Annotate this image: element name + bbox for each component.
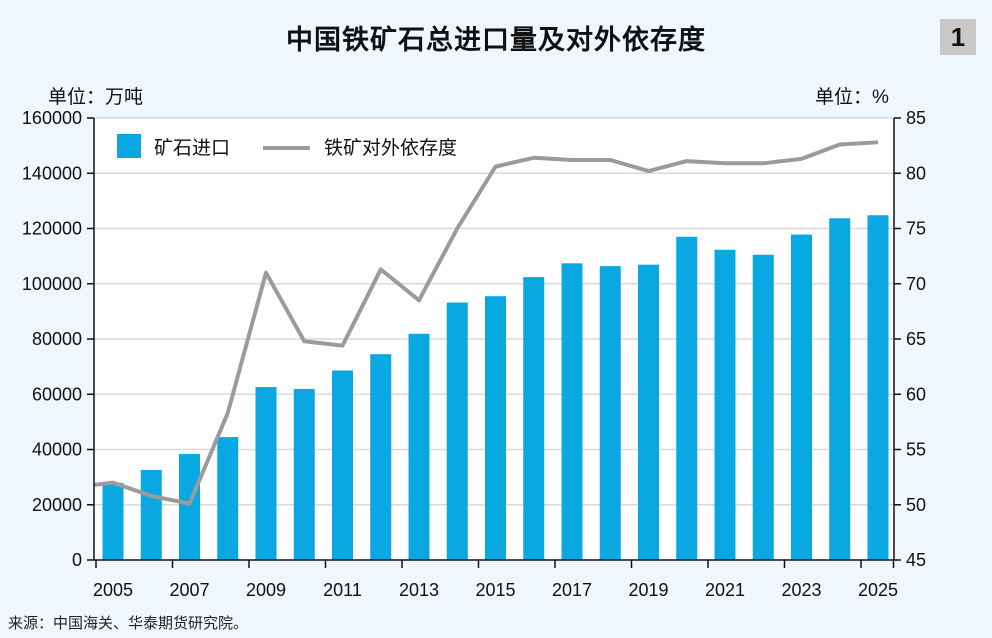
bar <box>140 469 162 560</box>
bar <box>370 354 392 560</box>
right-axis-unit-label: 单位：% <box>815 87 889 108</box>
x-axis-tick-label: 2005 <box>93 580 133 600</box>
bar <box>485 296 506 560</box>
left-axis-tick-label: 40000 <box>32 440 82 460</box>
bar <box>293 389 315 560</box>
bar <box>676 236 698 560</box>
left-axis-tick-label: 0 <box>72 550 82 570</box>
right-axis-tick-label: 85 <box>906 108 926 128</box>
legend-bar-label: 矿石进口 <box>154 137 230 159</box>
axes: 0 20000 40000 60000 80000 100000 120000 140000 1… <box>22 108 926 600</box>
x-axis-tick-label: 2019 <box>628 580 668 600</box>
bar <box>791 234 812 560</box>
x-axis-tick-label: 2013 <box>399 580 439 600</box>
bar <box>867 215 889 561</box>
bar <box>714 249 736 561</box>
bar <box>179 453 200 560</box>
figure-number-badge: 1 <box>940 19 976 55</box>
right-axis-tick-label: 50 <box>906 495 926 515</box>
left-axis-tick-label: 20000 <box>32 495 82 515</box>
right-axis-tick-label: 65 <box>906 329 926 349</box>
left-axis-tick-label: 160000 <box>22 108 82 128</box>
bar <box>408 333 430 560</box>
chart-title: 中国铁矿石总进口量及对外依存度 <box>286 25 706 55</box>
bar <box>561 263 583 560</box>
source-note: 来源：中国海关、华泰期货研究院。 <box>8 614 249 632</box>
bar-series <box>102 215 889 561</box>
right-axis-tick-label: 75 <box>906 219 926 239</box>
x-axis-tick-label: 2009 <box>246 580 286 600</box>
left-axis-tick-label: 60000 <box>32 384 82 404</box>
bar <box>523 277 545 560</box>
legend-bar-swatch <box>117 134 141 158</box>
x-axis-tick-label: 2023 <box>781 580 821 600</box>
right-axis-tick-label: 55 <box>906 440 926 460</box>
right-axis-tick-label: 45 <box>906 550 926 570</box>
x-axis-tick-label: 2017 <box>552 580 592 600</box>
bar <box>217 437 239 560</box>
bar <box>752 254 774 560</box>
bar <box>599 266 621 560</box>
bar <box>332 370 353 560</box>
x-axis-tick-label: 2007 <box>169 580 209 600</box>
left-axis-tick-label: 120000 <box>22 219 82 239</box>
left-axis-tick-label: 100000 <box>22 274 82 294</box>
bar <box>638 264 659 560</box>
legend-line-label: 铁矿对外依存度 <box>324 137 457 159</box>
x-axis-tick-label: 2015 <box>475 580 515 600</box>
line-series <box>93 140 879 506</box>
x-axis-tick-label: 2025 <box>858 580 898 600</box>
right-axis-tick-label: 80 <box>906 163 926 183</box>
right-axis-tick-label: 70 <box>906 274 926 294</box>
left-axis-unit-label: 单位：万吨 <box>48 87 144 108</box>
bar <box>446 302 468 560</box>
right-axis-tick-label: 60 <box>906 384 926 404</box>
dependency-line <box>93 140 879 506</box>
bar <box>102 482 124 560</box>
legend: 矿石进口 铁矿对外依存度 <box>117 134 457 159</box>
bar <box>255 387 277 560</box>
x-axis-tick-label: 2021 <box>705 580 745 600</box>
left-axis-tick-label: 140000 <box>22 163 82 183</box>
x-axis-tick-label: 2011 <box>323 580 362 600</box>
bar <box>829 218 851 560</box>
left-axis-tick-label: 80000 <box>32 329 82 349</box>
